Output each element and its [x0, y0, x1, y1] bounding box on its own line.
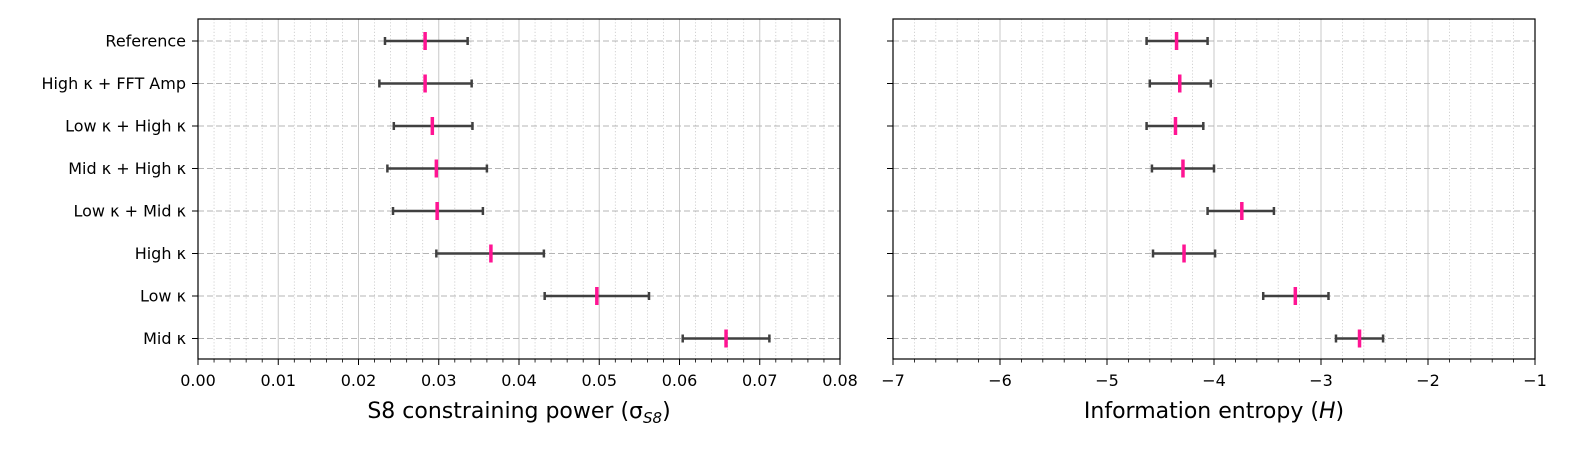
- x-tick-label: 0.06: [662, 371, 698, 390]
- x-tick-label: 0.04: [501, 371, 537, 390]
- x-tick-label: 0.00: [180, 371, 216, 390]
- x-axis-label: Information entropy (H): [1084, 399, 1344, 424]
- x-tick-label: −6: [988, 371, 1012, 390]
- x-axis-label: S8 constraining power (σS8): [367, 399, 670, 427]
- x-tick-label: −4: [1202, 371, 1226, 390]
- x-tick-label: −1: [1523, 371, 1547, 390]
- axes-frame: [892, 18, 1536, 360]
- x-tick-label: 0.03: [421, 371, 457, 390]
- y-category-label: Mid κ + High κ: [68, 159, 186, 178]
- x-tick-label: −7: [881, 371, 905, 390]
- y-category-label: High κ: [135, 244, 187, 263]
- x-tick-label: 0.01: [260, 371, 296, 390]
- y-category-label: Low κ + Mid κ: [73, 202, 186, 221]
- y-category-label: Reference: [105, 32, 186, 51]
- y-category-label: Low κ + High κ: [65, 117, 186, 136]
- y-category-label: High κ + FFT Amp: [41, 74, 186, 93]
- s8-constraining-power-panel: 0.00 0.01 0.02 0.03 0.04 0.05 0.06 0.07 0.08 Refe…: [41, 18, 858, 427]
- x-tick-label: 0.07: [742, 371, 778, 390]
- x-tick-label: 0.02: [341, 371, 377, 390]
- x-tick-label: 0.05: [581, 371, 617, 390]
- x-tick-label: −2: [1416, 371, 1440, 390]
- y-category-label: Mid κ: [143, 329, 186, 348]
- axes-frame: [197, 18, 841, 360]
- x-tick-label: −3: [1309, 371, 1333, 390]
- information-entropy-panel: −7 −6 −5 −4 −3 −2 −1 Information entropy (H): [881, 18, 1547, 424]
- x-tick-label: 0.08: [822, 371, 858, 390]
- y-category-label: Low κ: [140, 287, 187, 306]
- x-tick-label: −5: [1095, 371, 1119, 390]
